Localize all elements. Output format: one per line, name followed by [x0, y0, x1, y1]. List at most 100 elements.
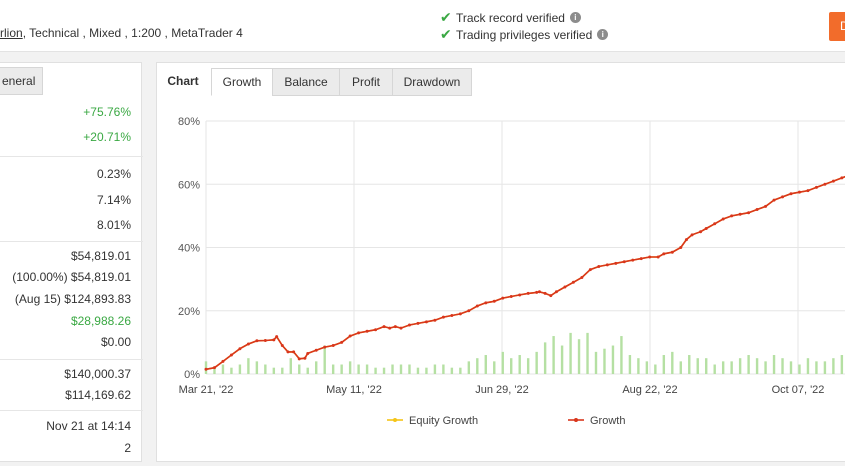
series-point [648, 255, 652, 259]
series-point [292, 350, 296, 354]
series-point [509, 295, 513, 299]
bar [645, 361, 649, 374]
grid [205, 120, 845, 375]
y-tick-label: 20% [178, 306, 200, 318]
series-point [407, 323, 411, 327]
series-point [365, 329, 369, 333]
bar [501, 351, 504, 374]
bar [213, 367, 216, 374]
bar [272, 367, 276, 374]
action-button[interactable]: D [829, 12, 845, 41]
bar [289, 358, 292, 374]
info-icon[interactable]: i [597, 29, 609, 40]
bar [315, 361, 318, 374]
bar [450, 367, 454, 374]
legend-label: Growth [590, 415, 625, 427]
axis-labels: 0% 20% 40% 60% 80% Mar 21, '22 May 11, '22 Jun … [178, 116, 824, 396]
series-point [212, 366, 216, 370]
bar [721, 361, 725, 374]
series-point [492, 299, 496, 303]
series-point [662, 252, 666, 256]
tab-growth[interactable]: Growth [211, 68, 273, 96]
bar [671, 351, 674, 374]
growth-chart: 0% 20% 40% 60% 80% Mar 21, '22 May 11, '22 Jun … [178, 116, 845, 427]
x-tick-label: May 11, '22 [326, 384, 382, 396]
trading-privileges-label: Trading privileges verified [456, 27, 593, 42]
series-point [204, 367, 208, 371]
bar [467, 361, 471, 374]
series-point [229, 353, 233, 357]
series-point [639, 257, 643, 261]
series-point [614, 261, 618, 265]
divider [0, 241, 143, 242]
track-record-label: Track record verified [456, 10, 565, 25]
series-point [433, 318, 437, 322]
series-point [331, 344, 335, 348]
series-point [563, 285, 567, 289]
account-broker-link[interactable]: rlion [0, 26, 23, 40]
check-icon: ✔ [440, 26, 452, 42]
series-point [588, 268, 592, 272]
bar [408, 364, 411, 374]
stat-gain: +75.76% [83, 105, 131, 119]
bar [705, 358, 708, 374]
check-icon: ✔ [440, 9, 452, 25]
series-point [416, 321, 420, 325]
trading-privileges-verified: ✔ Trading privileges verified i [440, 26, 609, 43]
bar [696, 358, 699, 374]
series-point [388, 326, 392, 330]
series-point [772, 198, 776, 202]
bar [247, 358, 250, 374]
info-icon[interactable]: i [569, 12, 581, 23]
bar [815, 361, 818, 374]
series-point [424, 320, 428, 324]
bar [526, 358, 530, 374]
divider [0, 359, 143, 360]
series-point [306, 351, 310, 355]
bar [399, 364, 403, 374]
y-tick-label: 0% [184, 369, 200, 381]
series-layer [204, 175, 845, 371]
bar [476, 358, 479, 374]
series-point [554, 290, 558, 294]
stats-panel: eneral +75.76% +20.71% 0.23% 7.14% 8.01%… [0, 62, 143, 462]
bar [442, 364, 445, 374]
series-point [458, 312, 462, 316]
series-point [823, 182, 827, 186]
series-point [814, 185, 818, 189]
tab-drawdown[interactable]: Drawdown [392, 68, 472, 96]
bar [230, 367, 233, 374]
series-point [501, 296, 505, 300]
tab-profit[interactable]: Profit [339, 68, 393, 96]
series-point [730, 214, 734, 218]
series-point [535, 290, 539, 294]
stat-withdrawals: $114,169.62 [65, 388, 131, 402]
series-point [543, 291, 547, 295]
stat-deposits: $140,000.37 [64, 367, 131, 381]
tab-balance[interactable]: Balance [272, 68, 340, 96]
bar [433, 364, 437, 374]
bar [340, 364, 343, 374]
bar [255, 361, 259, 374]
bar [425, 367, 428, 374]
x-tick-label: Oct 07, '22 [772, 384, 825, 396]
divider [0, 156, 143, 157]
x-tick-label: Jun 29, '22 [475, 384, 528, 396]
series-point [840, 176, 844, 180]
bar [331, 364, 335, 374]
bar [204, 361, 208, 374]
series-point [303, 356, 307, 360]
series-line [205, 175, 845, 371]
series-point [393, 325, 397, 329]
series-point [764, 204, 768, 208]
stat-abs-gain: +20.71% [83, 130, 131, 144]
tab-general[interactable]: eneral [0, 67, 43, 95]
stat-tracking: 2 [124, 441, 131, 455]
series-point [537, 290, 541, 294]
bar [484, 355, 487, 374]
series-point [275, 335, 279, 339]
series-point [797, 190, 801, 194]
bar [611, 345, 615, 374]
series-point [374, 328, 378, 332]
bar [569, 332, 572, 374]
